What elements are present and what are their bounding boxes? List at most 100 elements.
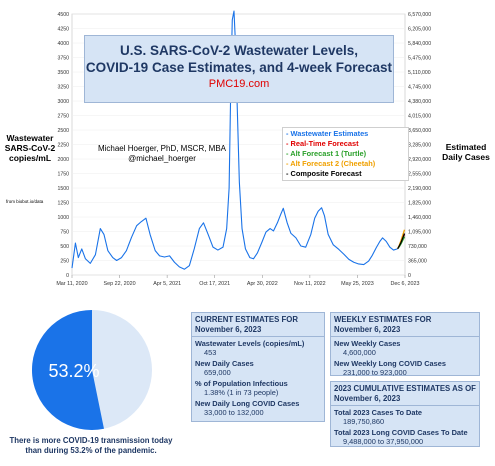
pie-caption: There is more COVID-19 transmission toda… xyxy=(0,436,182,456)
author-credit: Michael Hoerger, PhD, MSCR, MBA @michael… xyxy=(92,144,232,164)
box-header-line: 2023 CUMULATIVE ESTIMATES AS OF xyxy=(334,384,476,393)
x-tick-label: Dec 6, 2023 xyxy=(390,281,419,287)
stat-label: Total 2023 Cases To Date xyxy=(334,408,423,417)
x-tick-label: Apr 30, 2022 xyxy=(247,281,278,287)
stat-label: New Weekly Long COVID Cases xyxy=(334,359,446,368)
box-header-line: WEEKLY ESTIMATES FOR xyxy=(334,315,432,324)
current-estimates-box: CURRENT ESTIMATES FOR November 6, 2023 W… xyxy=(191,312,325,422)
box-header-line: November 6, 2023 xyxy=(334,324,401,334)
y-tick-label-right: 2,920,000 xyxy=(408,157,431,163)
y-axis-label-line: Wastewater xyxy=(6,133,54,143)
y-tick-label-left: 4500 xyxy=(57,12,69,18)
y-tick-label-right: 4,380,000 xyxy=(408,99,431,105)
chart-title-box: U.S. SARS-CoV-2 Wastewater Levels, COVID… xyxy=(84,35,394,103)
x-tick-label: Nov 11, 2022 xyxy=(294,281,326,287)
x-tick-label: Sep 22, 2020 xyxy=(104,281,136,287)
y-tick-label-left: 3500 xyxy=(57,70,69,76)
stat-value: 1.38% (1 in 73 people) xyxy=(204,388,279,397)
stat-label: New Daily Long COVID Cases xyxy=(195,399,300,408)
pie-percent-label: 53.2% xyxy=(48,361,99,381)
x-tick-label: Apr 5, 2021 xyxy=(153,281,181,287)
pie-caption-line: There is more COVID-19 transmission toda… xyxy=(9,436,173,445)
stat-value: 453 xyxy=(204,348,217,357)
y-axis-label-left: Wastewater SARS-CoV-2 copies/mL xyxy=(2,133,58,163)
y-tick-label-left: 4000 xyxy=(57,41,69,47)
y-tick-label-right: 6,205,000 xyxy=(408,27,431,33)
y-tick-label-left: 2750 xyxy=(57,114,69,120)
stat-value: 189,750,860 xyxy=(343,417,385,426)
y-axis-label-line: Daily Cases xyxy=(442,152,490,162)
stat-value: 9,488,000 to 37,950,000 xyxy=(343,437,424,446)
x-tick-label: May 25, 2023 xyxy=(341,281,374,287)
legend-entry: - Composite Forecast xyxy=(286,169,362,178)
author-handle: @michael_hoerger xyxy=(128,154,196,163)
y-axis-label-right: Estimated Daily Cases xyxy=(437,142,495,162)
y-tick-label-right: 4,745,000 xyxy=(408,85,431,91)
stat-label: Wastewater Levels (copies/mL) xyxy=(195,339,305,348)
author-name: Michael Hoerger, PhD, MSCR, MBA xyxy=(97,144,227,153)
y-tick-label-right: 1,095,000 xyxy=(408,230,431,236)
stat-value: 4,600,000 xyxy=(343,348,376,357)
y-tick-label-left: 1250 xyxy=(57,201,69,207)
y-tick-label-right: 0 xyxy=(408,273,411,279)
y-tick-label-left: 1500 xyxy=(57,186,69,192)
y-tick-label-left: 3750 xyxy=(57,56,69,62)
y-tick-label-right: 1,460,000 xyxy=(408,215,431,221)
legend-entry: - Alt Forecast 1 (Turtle) xyxy=(286,149,367,158)
stat-value: 659,000 xyxy=(204,368,231,377)
y-tick-label-right: 4,015,000 xyxy=(408,114,431,120)
box-header-line: November 6, 2023 xyxy=(195,324,262,334)
y-tick-label-right: 3,285,000 xyxy=(408,143,431,149)
stat-label: % of Population Infectious xyxy=(195,379,288,388)
y-tick-label-right: 730,000 xyxy=(408,244,427,250)
stat-label: New Daily Cases xyxy=(195,359,254,368)
y-tick-label-right: 5,840,000 xyxy=(408,41,431,47)
transmission-pie-chart: 53.2% xyxy=(31,310,152,430)
cumulative-estimates-box: 2023 CUMULATIVE ESTIMATES AS OF November… xyxy=(330,381,480,447)
y-tick-label-right: 1,825,000 xyxy=(408,201,431,207)
y-tick-label-right: 365,000 xyxy=(408,259,427,265)
forecast-series-line xyxy=(397,233,406,250)
y-tick-label-left: 1750 xyxy=(57,172,69,178)
y-tick-label-left: 3000 xyxy=(57,99,69,105)
x-tick-label: Oct 17, 2021 xyxy=(199,281,230,287)
source-note: from biobot.io/data xyxy=(6,199,44,204)
y-tick-label-left: 3250 xyxy=(57,85,69,91)
y-tick-label-left: 2250 xyxy=(57,143,69,149)
y-axis-label-line: copies/mL xyxy=(8,153,52,163)
chart-subtitle: PMC19.com xyxy=(208,78,270,90)
chart-legend: - Wastewater Estimates - Real-Time Forec… xyxy=(282,127,409,181)
pie-slice-main xyxy=(31,310,104,430)
weekly-estimates-box: WEEKLY ESTIMATES FOR November 6, 2023 Ne… xyxy=(330,312,480,377)
stat-label: Total 2023 Long COVID Cases To Date xyxy=(334,428,468,437)
box-header-line: November 6, 2023 xyxy=(334,393,401,403)
y-tick-label-left: 2000 xyxy=(57,157,69,163)
y-tick-label-left: 750 xyxy=(60,230,69,236)
y-tick-label-right: 5,475,000 xyxy=(408,56,431,62)
legend-entry: - Wastewater Estimates xyxy=(286,129,369,138)
weekly-estimates-header: WEEKLY ESTIMATES FOR November 6, 2023 xyxy=(331,313,479,337)
legend-entry: - Alt Forecast 2 (Cheetah) xyxy=(286,159,376,168)
x-tick-label: Mar 11, 2020 xyxy=(56,281,87,287)
pie-caption-line: than during 53.2% of the pandemic. xyxy=(25,446,157,455)
y-tick-label-left: 1000 xyxy=(57,215,69,221)
stat-label: New Weekly Cases xyxy=(334,339,401,348)
y-axis-label-line: Estimated xyxy=(445,142,487,152)
stat-value: 33,000 to 132,000 xyxy=(204,408,264,417)
y-axis-label-line: SARS-CoV-2 xyxy=(4,143,56,153)
chart-title-line2: COVID-19 Case Estimates, and 4-week Fore… xyxy=(85,60,393,75)
box-header-line: CURRENT ESTIMATES FOR xyxy=(195,315,298,324)
y-tick-label-right: 2,555,000 xyxy=(408,172,431,178)
y-tick-label-right: 6,570,000 xyxy=(408,12,431,18)
stat-value: 231,000 to 923,000 xyxy=(343,368,407,377)
chart-title: U.S. SARS-CoV-2 Wastewater Levels, xyxy=(119,43,359,58)
y-tick-label-right: 5,110,000 xyxy=(408,70,431,76)
cumulative-estimates-header: 2023 CUMULATIVE ESTIMATES AS OF November… xyxy=(331,382,479,406)
wastewater-series-line xyxy=(71,10,398,270)
y-tick-label-right: 3,650,000 xyxy=(408,128,431,134)
y-tick-label-left: 250 xyxy=(60,259,69,265)
y-tick-label-left: 500 xyxy=(60,244,69,250)
y-tick-label-left: 2500 xyxy=(57,128,69,134)
current-estimates-header: CURRENT ESTIMATES FOR November 6, 2023 xyxy=(192,313,324,337)
y-tick-label-left: 0 xyxy=(66,273,69,279)
